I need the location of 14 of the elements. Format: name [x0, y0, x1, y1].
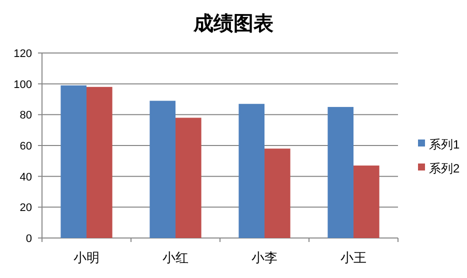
y-tick-label: 0 — [26, 233, 32, 245]
chart-title: 成绩图表 — [192, 13, 274, 35]
y-tick-label: 100 — [14, 78, 32, 91]
y-tick-label: 60 — [20, 140, 32, 152]
x-tick-label: 小王 — [340, 250, 366, 265]
x-tick-label: 小明 — [74, 250, 100, 265]
legend-label: 系列1 — [429, 138, 460, 152]
y-tick-label: 20 — [20, 202, 32, 214]
y-tick-label: 80 — [20, 110, 32, 122]
y-tick-label: 40 — [20, 171, 32, 184]
y-tick-label: 120 — [14, 48, 32, 60]
legend-label: 系列2 — [429, 162, 460, 176]
x-tick-label: 小红 — [162, 250, 188, 265]
x-tick-label: 小李 — [252, 250, 278, 265]
